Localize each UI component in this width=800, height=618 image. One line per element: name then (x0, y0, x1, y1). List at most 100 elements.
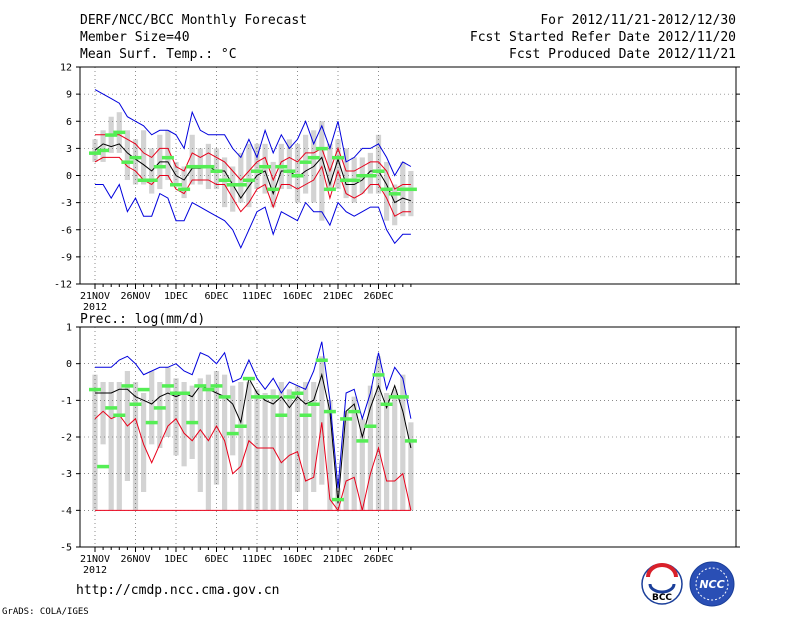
y-tick-label: 9 (66, 90, 72, 101)
x-tick-label: 26NOV (120, 291, 150, 302)
ncc-logo: NCC (689, 561, 735, 607)
median-marker (332, 497, 344, 502)
median-marker (315, 146, 328, 151)
box-bar (238, 152, 244, 203)
median-marker (380, 402, 393, 406)
median-marker (170, 391, 182, 395)
box-bar (375, 134, 382, 194)
box-bar (335, 139, 341, 190)
box-bar (392, 184, 398, 226)
y-tick-label: -5 (60, 543, 72, 554)
box-bar (408, 422, 414, 511)
bcc-logo-arc-red (646, 563, 678, 578)
y-tick-label: 1 (66, 323, 72, 334)
box-bar (213, 148, 220, 190)
median-marker (340, 178, 353, 183)
median-marker (210, 384, 223, 388)
median-marker (380, 187, 393, 192)
median-marker (121, 384, 134, 388)
box-bar (165, 367, 171, 437)
mean-minus-std-line (94, 410, 412, 512)
box-bar (254, 143, 260, 190)
box-bar (141, 393, 147, 492)
median-marker (226, 183, 239, 187)
box-bar (294, 385, 301, 492)
box-bar (343, 148, 349, 199)
temperature-panel-title: Mean Surf. Temp.: °C (80, 47, 237, 62)
box-bar (392, 389, 398, 511)
forecast-started-label: Fcst Started Refer Date 2012/11/20 (470, 30, 736, 45)
max-line (94, 89, 412, 177)
x-tick-label: 6DEC (204, 291, 228, 302)
box-bar (375, 356, 382, 511)
median-marker (259, 395, 272, 399)
box-bar (181, 166, 187, 199)
median-marker (267, 187, 280, 192)
median-marker (137, 387, 150, 392)
median-marker (202, 164, 215, 169)
median-marker (356, 174, 369, 178)
box-bar (132, 382, 139, 511)
median-marker (283, 395, 296, 399)
median-marker (275, 164, 288, 169)
y-tick-label: 0 (66, 359, 72, 370)
y-tick-label: -9 (60, 252, 72, 263)
box-bar (238, 382, 244, 511)
median-marker (194, 164, 207, 169)
y-tick-label: -12 (54, 280, 72, 291)
x-tick-label: 1DEC (164, 291, 188, 302)
box-bar (262, 393, 268, 511)
median-marker (234, 183, 247, 187)
y-tick-label: -1 (60, 396, 72, 407)
x-tick-label: 11DEC (242, 291, 272, 302)
median-marker (89, 151, 101, 155)
grads-credit: GrADS: COLA/IGES (2, 607, 89, 617)
y-tick-label: -4 (60, 506, 72, 517)
median-marker (291, 391, 304, 395)
bcc-logo: BCC (641, 563, 683, 605)
box-bar (319, 356, 325, 485)
x-tick-label: 21DEC (323, 291, 353, 302)
x-tick-label: 1DEC (164, 554, 188, 565)
median-marker (372, 169, 385, 173)
median-marker (137, 178, 150, 183)
x-tick-label: 16DEC (282, 554, 312, 565)
x-tick-label: 26NOV (120, 554, 150, 565)
box-bar (222, 157, 228, 208)
box-bar (408, 170, 414, 217)
mean-minus-std-line (94, 156, 411, 217)
box-bar (367, 152, 373, 194)
box-bar (343, 411, 349, 511)
median-marker (332, 155, 344, 160)
median-marker (242, 178, 255, 183)
median-marker (105, 133, 118, 137)
box-bar (351, 396, 357, 511)
forecast-produced-label: Fcst Produced Date 2012/11/21 (509, 47, 736, 62)
median-marker (153, 406, 166, 410)
x-year-label: 2012 (83, 302, 107, 313)
y-tick-label: 3 (66, 144, 72, 155)
y-tick-label: 12 (60, 63, 72, 74)
x-tick-label: 26DEC (363, 554, 393, 565)
box-bar (262, 143, 268, 194)
median-marker (242, 376, 255, 381)
member-size-label: Member Size=40 (80, 30, 190, 45)
box-bar (303, 134, 309, 194)
median-marker (404, 439, 417, 443)
median-marker (307, 402, 320, 406)
box-bar (303, 382, 309, 511)
median-marker (210, 169, 223, 173)
y-tick-label: -3 (60, 469, 72, 480)
box-bar (173, 161, 179, 185)
figure-title: DERF/NCC/BCC Monthly Forecast (80, 13, 307, 28)
box-bar (270, 161, 276, 208)
median-marker (97, 148, 110, 153)
median-marker (145, 178, 158, 183)
box-bar (92, 139, 98, 162)
median-marker (388, 192, 401, 196)
median-marker (113, 130, 126, 135)
box-bar (141, 130, 147, 185)
median-marker (251, 169, 263, 173)
median-marker (364, 424, 377, 428)
